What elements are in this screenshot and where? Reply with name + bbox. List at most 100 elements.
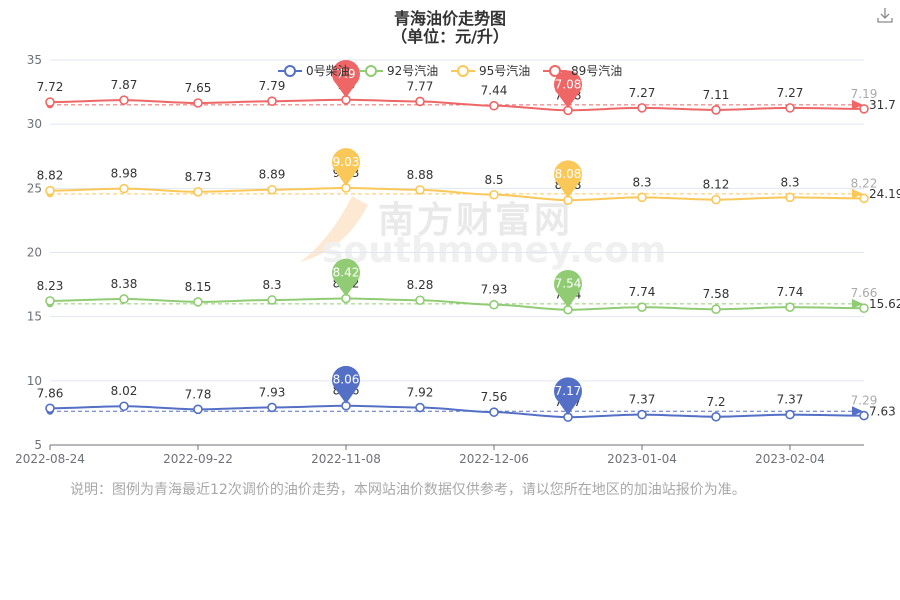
data-point: [711, 304, 721, 315]
data-label: 7.37: [777, 393, 804, 407]
y-tick-label: 25: [27, 181, 42, 195]
max-pin-label: 8.42: [333, 265, 360, 279]
x-tick-label: 2022-11-08: [311, 452, 381, 466]
series-line-0: [49, 404, 865, 419]
watermark-en: southmoney.com: [322, 230, 666, 271]
data-point: [859, 410, 869, 421]
data-label: 7.11: [703, 88, 730, 102]
data-point: [193, 297, 203, 307]
data-point: [45, 97, 55, 107]
data-point: [637, 103, 647, 113]
legend-label: 95号汽油: [479, 63, 530, 78]
data-point: [637, 192, 647, 203]
download-icon[interactable]: [876, 6, 894, 24]
data-label: 8.82: [37, 169, 64, 183]
min-pin-label: 7.08: [555, 77, 582, 91]
series-line-3: [49, 98, 865, 112]
y-tick-label: 5: [34, 438, 42, 452]
max-pin: [332, 148, 361, 186]
y-tick-label: 30: [27, 117, 42, 131]
data-label: 8.12: [703, 178, 730, 192]
average-label: 7.63: [869, 404, 896, 418]
data-point: [415, 96, 425, 107]
data-label: 7.56: [481, 390, 508, 404]
data-point: [711, 105, 721, 115]
max-pin-label: 9.03: [333, 155, 360, 169]
data-label: 7.66: [851, 286, 878, 300]
data-label: 7.93: [259, 385, 286, 399]
legend-label: 92号汽油: [387, 63, 438, 78]
data-label: 7.2: [706, 395, 725, 409]
chart-note: 说明：图例为青海最近12次调价的油价走势，本网站油价数据仅供参考，请以您所在地区…: [70, 482, 746, 498]
data-label: 7.74: [629, 285, 656, 299]
data-label: 7.77: [407, 79, 434, 93]
data-point: [267, 184, 277, 195]
data-label: 8.3: [780, 175, 799, 189]
data-point: [859, 193, 869, 204]
x-tick-label: 2022-09-22: [163, 452, 233, 466]
series-line-1: [49, 297, 865, 311]
min-pin-label: 8.08: [555, 167, 582, 181]
data-label: 7.37: [629, 393, 656, 407]
max-pin: [332, 258, 361, 297]
data-label: 7.87: [111, 78, 138, 92]
data-label: 8.23: [37, 279, 64, 293]
data-label: 8.73: [185, 170, 212, 184]
data-point: [489, 299, 499, 310]
data-point: [711, 194, 721, 205]
data-label: 8.89: [259, 168, 286, 182]
data-label: 7.93: [481, 283, 508, 297]
data-point: [415, 402, 425, 413]
data-point: [637, 302, 647, 312]
average-line-arrow: [852, 298, 863, 309]
data-point: [119, 294, 129, 304]
average-label: 24.19: [869, 187, 900, 201]
data-point: [859, 104, 869, 114]
min-pin: [554, 160, 582, 199]
data-label: 8.3: [262, 278, 281, 292]
y-tick-label: 20: [27, 246, 42, 260]
average-label: 31.7: [869, 98, 896, 112]
legend-swatch-marker: [365, 65, 377, 77]
data-point: [785, 409, 795, 420]
data-label: 8.28: [407, 278, 434, 292]
data-point: [785, 103, 795, 113]
data-label: 7.27: [777, 86, 804, 100]
min-pin: [554, 377, 582, 416]
data-label: 8.15: [185, 280, 212, 294]
y-tick-label: 35: [27, 53, 42, 67]
min-pin-label: 7.54: [555, 277, 582, 291]
data-point: [785, 302, 795, 312]
average-label: 15.62: [869, 297, 900, 311]
data-label: 7.92: [407, 386, 434, 400]
chart-subtitle: （单位：元/升）: [391, 27, 509, 46]
legend-swatch-marker: [549, 65, 561, 77]
data-point: [267, 96, 277, 106]
data-label: 8.5: [484, 173, 503, 187]
watermark-cn: 南方财富网: [378, 199, 573, 241]
x-tick-label: 2023-01-04: [607, 452, 677, 466]
average-line-arrow: [852, 406, 863, 417]
data-point: [415, 185, 425, 195]
x-tick-label: 2022-12-06: [459, 452, 529, 466]
data-label: 7.27: [629, 86, 656, 100]
data-label: 8.98: [111, 167, 138, 181]
data-point: [45, 403, 55, 414]
data-point: [415, 295, 425, 306]
data-label: 8.02: [111, 384, 138, 398]
average-line-arrow: [852, 188, 863, 199]
legend-swatch-marker: [457, 65, 469, 77]
data-point: [711, 411, 721, 422]
data-label: 7.86: [37, 386, 64, 400]
y-tick-label: 15: [27, 310, 42, 324]
data-label: 8.22: [851, 176, 878, 190]
legend-label: 0号柴油: [306, 64, 350, 78]
data-label: 7.78: [185, 387, 212, 401]
min-pin: [554, 70, 582, 109]
min-pin: [554, 269, 582, 308]
watermark-swoosh: [300, 196, 368, 262]
max-pin: [332, 365, 361, 404]
data-point: [267, 402, 277, 413]
data-label: 7.58: [703, 287, 730, 301]
